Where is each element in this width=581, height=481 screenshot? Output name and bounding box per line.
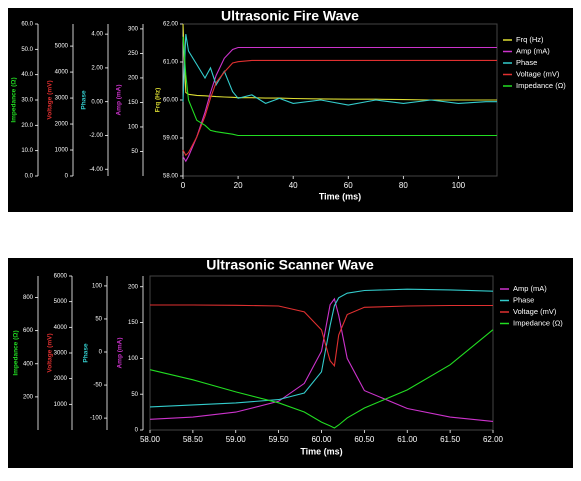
series-line: [182, 46, 497, 163]
series-line: [150, 304, 493, 368]
y-tick-label: 400: [23, 361, 34, 367]
y-tick-label: -4.00: [89, 167, 103, 173]
y-tick-label: 150: [128, 100, 139, 106]
series-line: [149, 297, 494, 422]
y-tick-label: 1000: [54, 402, 68, 408]
y-tick-label: 200: [128, 76, 139, 82]
y-axis-label: Impedance (Ω): [13, 330, 20, 375]
legend-label: Amp (mA): [516, 46, 550, 55]
x-tick-label: 58.50: [183, 435, 204, 444]
x-tick-label: 59.50: [269, 435, 290, 444]
y-tick-label: 50: [131, 149, 138, 155]
x-tick-label: 20: [234, 181, 243, 190]
y-tick-label: 150: [128, 320, 139, 326]
y-tick-label: -100: [90, 416, 103, 422]
y-tick-label: 60.0: [21, 22, 33, 28]
y-tick-label: 40.0: [21, 72, 33, 78]
y-axis-label: Frq (Hz): [155, 88, 162, 113]
legend-label: Phase: [513, 295, 534, 304]
legend-label: Voltage (mV): [513, 307, 557, 316]
y-tick-label: 30.0: [21, 98, 33, 104]
y-tick-label: 4.00: [91, 32, 103, 38]
y-axis-label: Amp (mA): [117, 337, 124, 368]
x-tick-label: 100: [452, 181, 466, 190]
y-axis-label: Impedance (Ω): [11, 77, 18, 122]
y-tick-label: 58.00: [163, 174, 179, 180]
y-tick-label: -50: [93, 383, 102, 389]
x-axis-label: Time (ms): [300, 446, 342, 456]
y-axis-label: Amp (mA): [116, 84, 123, 115]
y-tick-label: 100: [128, 356, 139, 362]
y-tick-label: 3000: [55, 96, 69, 102]
x-tick-label: 59.00: [226, 435, 247, 444]
y-tick-label: 50: [131, 392, 138, 398]
x-tick-label: 0: [181, 181, 186, 190]
series-line: [149, 288, 494, 408]
y-tick-label: 50.0: [21, 47, 33, 53]
y-tick-label: 0: [65, 174, 69, 180]
y-tick-label: 100: [128, 125, 139, 131]
y-tick-label: 10.0: [21, 148, 33, 154]
y-tick-label: 800: [23, 295, 34, 301]
y-tick-label: 200: [23, 394, 34, 400]
y-tick-label: 0.0: [25, 174, 34, 180]
legend-label: Impedance (Ω): [516, 81, 566, 90]
y-tick-label: 1000: [55, 148, 69, 154]
y-tick-label: 62.00: [163, 22, 179, 28]
y-tick-label: 300: [128, 26, 139, 32]
x-tick-label: 60: [344, 181, 353, 190]
series-line: [182, 34, 497, 106]
y-tick-label: -2.00: [89, 133, 103, 139]
y-tick-label: 60.00: [163, 98, 179, 104]
y-tick-label: 200: [128, 284, 139, 290]
y-tick-label: 4000: [54, 325, 68, 331]
x-tick-label: 58.00: [140, 435, 161, 444]
y-tick-label: 4000: [55, 70, 69, 76]
chart-panel: [8, 258, 573, 468]
series-line: [149, 329, 494, 429]
x-tick-label: 62.00: [483, 435, 504, 444]
series-line: [182, 59, 497, 157]
y-axis-label: Phase: [83, 343, 90, 363]
y-axis-label: Voltage (mV): [47, 80, 54, 119]
y-tick-label: 5000: [55, 44, 69, 50]
series-line: [182, 23, 497, 101]
legend-label: Amp (mA): [513, 284, 547, 293]
y-tick-label: 2000: [54, 376, 68, 382]
chart-title: Ultrasonic Scanner Wave: [206, 257, 374, 273]
x-tick-label: 80: [399, 181, 408, 190]
x-tick-label: 60.50: [354, 435, 375, 444]
y-tick-label: 5000: [54, 299, 68, 305]
x-axis-label: Time (ms): [319, 191, 361, 201]
y-tick-label: 2.00: [91, 65, 103, 71]
y-tick-label: 6000: [54, 274, 68, 280]
series-line: [182, 36, 497, 137]
y-tick-label: 50: [95, 317, 102, 323]
chart-panel: [8, 8, 573, 212]
x-tick-label: 60.00: [311, 435, 332, 444]
y-tick-label: 2000: [55, 122, 69, 128]
y-tick-label: 0: [99, 350, 103, 356]
y-tick-label: 20.0: [21, 123, 33, 129]
legend-label: Phase: [516, 58, 537, 67]
y-tick-label: 3000: [54, 351, 68, 357]
y-tick-label: 59.00: [163, 136, 179, 142]
y-tick-label: 250: [128, 51, 139, 57]
x-tick-label: 40: [289, 181, 298, 190]
x-tick-label: 61.50: [440, 435, 461, 444]
legend-label: Voltage (mV): [516, 69, 560, 78]
y-tick-label: 0: [135, 428, 139, 434]
legend-label: Impedance (Ω): [513, 318, 563, 327]
y-tick-label: 600: [23, 328, 34, 334]
y-tick-label: 61.00: [163, 60, 179, 66]
x-tick-label: 61.00: [397, 435, 418, 444]
legend-label: Frq (Hz): [516, 35, 544, 44]
chart-title: Ultrasonic Fire Wave: [221, 8, 359, 24]
y-axis-label: Voltage (mV): [47, 333, 54, 372]
y-tick-label: 100: [92, 283, 103, 289]
y-axis-label: Phase: [81, 90, 88, 110]
y-tick-label: 0.00: [91, 99, 103, 105]
